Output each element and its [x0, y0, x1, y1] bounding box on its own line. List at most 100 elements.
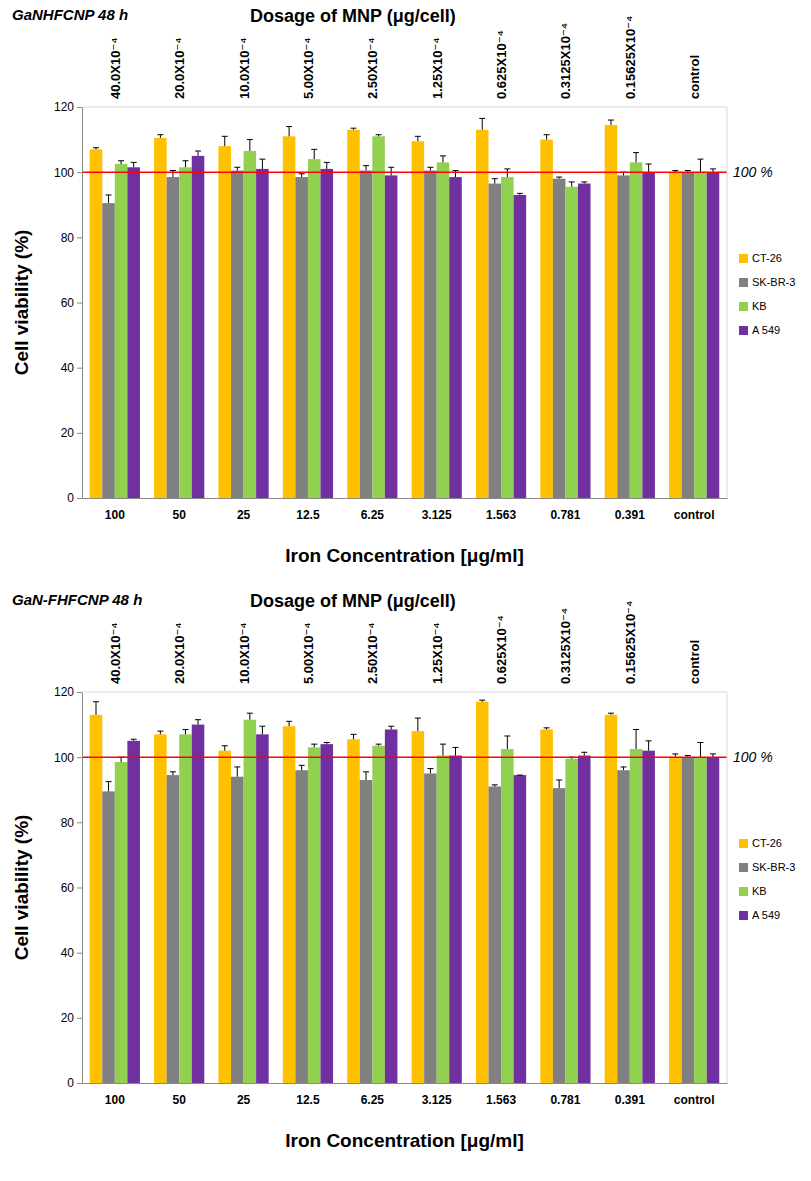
bar	[218, 146, 231, 498]
bar	[489, 786, 502, 1083]
error-bar-cap	[479, 118, 485, 119]
bar	[90, 715, 103, 1083]
error-bar-stem	[198, 720, 199, 725]
legend-label: CT-26	[752, 837, 782, 849]
error-bar-stem	[314, 149, 315, 159]
secondary-axis-title: Dosage of MNP (μg/cell)	[250, 6, 456, 26]
error-bar-stem	[559, 780, 560, 788]
y-tick: 0	[67, 1076, 82, 1090]
bar	[476, 702, 489, 1083]
error-bar-stem	[262, 159, 263, 169]
error-bar-cap	[195, 150, 201, 151]
error-bar-cap	[633, 729, 639, 730]
y-tick-mark	[77, 822, 82, 823]
secondary-tick-label: 1.25X10⁻⁴	[430, 37, 445, 99]
error-bar-stem	[289, 721, 290, 726]
bar	[90, 149, 103, 498]
error-bar-cap	[324, 742, 330, 743]
bar	[412, 141, 425, 498]
y-tick: 120	[54, 685, 82, 699]
bar	[565, 759, 578, 1083]
y-tick: 100	[54, 751, 82, 765]
error-bar	[350, 734, 356, 739]
error-bar	[106, 195, 112, 203]
error-bar	[376, 744, 382, 746]
error-bar-stem	[108, 195, 109, 203]
error-bar-stem	[442, 744, 443, 755]
error-bar-cap	[376, 744, 382, 745]
bar	[694, 172, 707, 498]
chart: GaN-FHFCNP 48 hDosage of MNP (μg/cell)40…	[11, 591, 795, 1151]
y-tick: 20	[61, 426, 82, 440]
error-bar-cap	[517, 193, 523, 194]
x-axis-title: Iron Concentration [μg/ml]	[285, 545, 524, 566]
y-tick: 100	[54, 166, 82, 180]
bar	[385, 175, 398, 498]
error-bar-stem	[610, 120, 611, 125]
error-bar	[697, 159, 703, 172]
y-tick-mark	[77, 757, 82, 758]
error-bar-cap	[621, 766, 627, 767]
error-bar-cap	[182, 160, 188, 161]
bar	[514, 775, 527, 1083]
error-bar	[646, 164, 652, 172]
error-bar-cap	[363, 771, 369, 772]
error-bar	[388, 167, 394, 175]
error-bar-cap	[350, 734, 356, 735]
bar	[630, 749, 643, 1083]
bar	[256, 734, 269, 1083]
bar	[231, 171, 244, 498]
error-bar-cap	[697, 159, 703, 160]
legend-item: CT-26	[739, 252, 782, 264]
legend-label: KB	[752, 885, 767, 897]
x-tick: control	[674, 1083, 715, 1107]
y-tick: 60	[61, 296, 82, 310]
error-bar	[608, 120, 614, 125]
error-bar	[259, 726, 265, 734]
bar	[295, 177, 308, 498]
secondary-tick-label: 2.50X10⁻⁴	[365, 622, 380, 684]
legend-swatch	[739, 911, 748, 920]
error-bar-cap	[324, 162, 330, 163]
y-axis-line	[77, 108, 83, 499]
error-bar-stem	[326, 162, 327, 169]
error-bar	[106, 782, 112, 792]
error-bar	[556, 177, 562, 179]
error-bar	[415, 718, 421, 731]
y-tick-label: 60	[61, 296, 75, 310]
error-bar-cap	[299, 765, 305, 766]
error-bar-stem	[289, 127, 290, 137]
series	[127, 720, 719, 1083]
y-tick-mark	[77, 237, 82, 238]
secondary-axis: 40.0X10⁻⁴20.0X10⁻⁴10.0X10⁻⁴5.00X10⁻⁴2.50…	[108, 601, 702, 684]
x-tick-label: 1.563	[486, 508, 516, 522]
error-bar-cap	[479, 700, 485, 701]
legend-item: KB	[739, 885, 767, 897]
chart-title: GaNHFCNP 48 h	[12, 6, 128, 23]
chart-page: GaNHFCNP 48 h Dosage of MNP (μg/cell) 40.0…	[0, 0, 811, 1181]
error-bar-cap	[633, 152, 639, 153]
error-bar	[608, 713, 614, 715]
error-bar	[621, 767, 627, 770]
error-bar	[479, 118, 485, 129]
error-bar-cap	[517, 775, 523, 776]
legend-swatch	[739, 887, 748, 896]
error-bar-cap	[286, 721, 292, 722]
error-bar-stem	[571, 182, 572, 187]
error-bar	[93, 702, 99, 715]
error-bar-cap	[106, 194, 112, 195]
bar	[115, 762, 128, 1083]
secondary-tick-label: 2.50X10⁻⁴	[365, 37, 380, 99]
x-tick-label: 3.125	[422, 508, 452, 522]
x-tick: control	[674, 498, 715, 522]
y-tick-mark	[77, 888, 82, 889]
x-tick-label: 50	[173, 508, 187, 522]
bar	[231, 777, 244, 1083]
error-bar-cap	[299, 173, 305, 174]
secondary-tick-label: control	[687, 55, 702, 99]
secondary-tick-label: 20.0X10⁻⁴	[172, 37, 187, 99]
y-tick-label: 20	[61, 426, 75, 440]
bar	[424, 773, 437, 1083]
bar	[308, 159, 321, 498]
x-tick: 3.125	[422, 1083, 452, 1107]
